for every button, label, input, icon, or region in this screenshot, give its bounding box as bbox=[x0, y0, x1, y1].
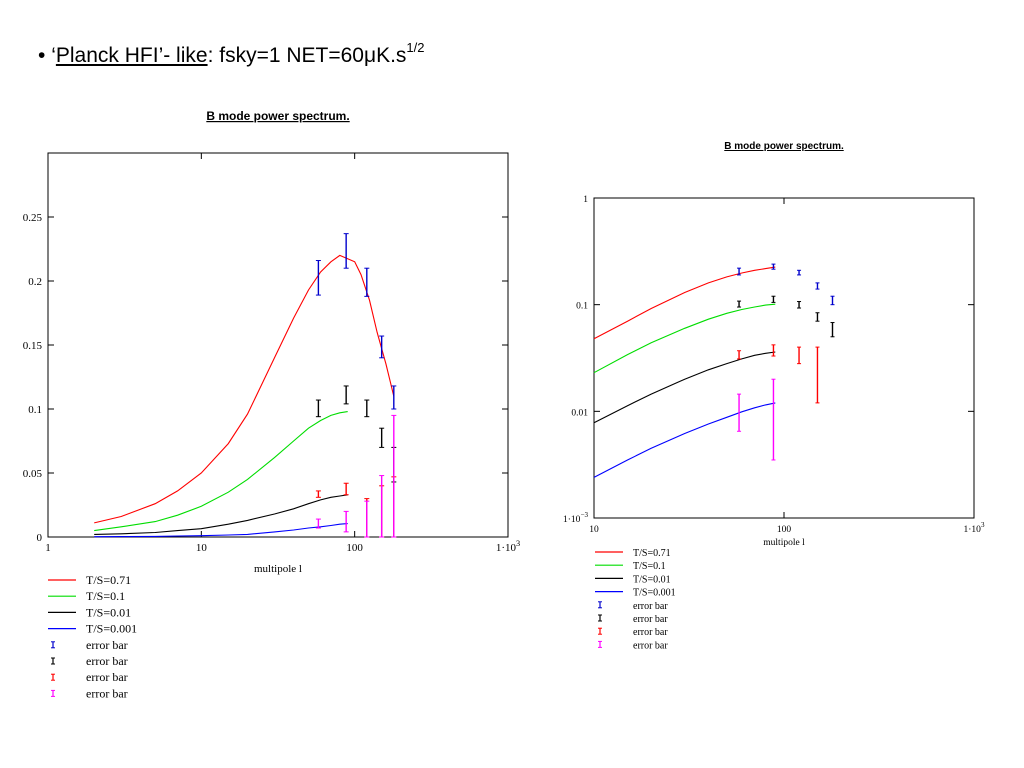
legend-label: error bar bbox=[633, 614, 668, 625]
x-tick-label: 100 bbox=[346, 542, 363, 554]
y-tick-label: 0.2 bbox=[28, 276, 42, 288]
x-tick-label: 100 bbox=[777, 525, 792, 535]
legend-label: error bar bbox=[633, 601, 668, 612]
x-tick-label: 1 bbox=[45, 542, 51, 554]
y-tick-label: 0.1 bbox=[576, 302, 588, 312]
y-tick-label: 0.15 bbox=[23, 340, 43, 352]
series-line bbox=[593, 402, 776, 478]
title-superscript: 1/2 bbox=[406, 40, 425, 55]
chart-linear: B mode power spectrum. 1 10 100 1·103 0 0.05 0.… bbox=[23, 109, 520, 700]
bullet: • bbox=[38, 44, 46, 67]
legend-label: T/S=0.71 bbox=[86, 573, 131, 587]
plot-frame bbox=[593, 197, 975, 519]
legend-label: T/S=0.001 bbox=[633, 588, 676, 599]
legend-label: T/S=0.01 bbox=[633, 574, 671, 585]
x-tick-label-sup: 3 bbox=[516, 539, 520, 548]
x-tick-label-sup: 3 bbox=[981, 521, 985, 529]
y-tick-label: 0.1 bbox=[28, 404, 42, 416]
series-line bbox=[94, 254, 395, 524]
series-line bbox=[593, 351, 776, 424]
legend-label: T/S=0.001 bbox=[86, 622, 137, 636]
legend-label: error bar bbox=[86, 670, 128, 684]
series-line bbox=[593, 266, 776, 340]
y-tick-label: 0 bbox=[37, 532, 43, 544]
title-link[interactable]: Planck HFI’- like bbox=[55, 44, 208, 67]
x-axis-label: multipole l bbox=[763, 538, 805, 548]
x-tick-label: 10 bbox=[589, 525, 599, 535]
x-tick-label: 1·103 bbox=[496, 539, 520, 554]
plot-frame bbox=[47, 152, 509, 538]
legend-label: error bar bbox=[86, 654, 128, 668]
series-line bbox=[593, 303, 776, 374]
y-tick-label: 0.05 bbox=[23, 468, 43, 480]
chart-log: B mode power spectrum. 10 100 1·103 1·10−3 0.… bbox=[563, 141, 985, 651]
y-tick-label: 1 bbox=[583, 195, 588, 205]
y-tick-label: 0.01 bbox=[571, 408, 588, 418]
legend-label: T/S=0.1 bbox=[86, 589, 125, 603]
series-line bbox=[94, 411, 348, 532]
y-tick-label: 0.25 bbox=[23, 212, 43, 224]
legend-label: error bar bbox=[86, 686, 128, 700]
x-axis-label: multipole l bbox=[254, 563, 302, 575]
chart-title: B mode power spectrum. bbox=[206, 109, 349, 123]
y-tick-label: 1·10−3 bbox=[563, 511, 588, 525]
legend-label: error bar bbox=[86, 638, 128, 652]
slide-title: • ‘Planck HFI’- like: fsky=1 NET=60μK.s1… bbox=[38, 40, 425, 68]
legend-label: T/S=0.1 bbox=[633, 561, 666, 572]
x-tick-label: 1·103 bbox=[964, 521, 985, 535]
title-open-quote: ‘ bbox=[51, 44, 56, 67]
x-tick-label: 10 bbox=[196, 542, 208, 554]
title-rest: : fsky=1 NET=60μK.s bbox=[207, 44, 407, 67]
series-line bbox=[94, 523, 348, 538]
legend-label: error bar bbox=[633, 627, 668, 638]
legend-label: T/S=0.01 bbox=[86, 605, 131, 619]
y-tick-label-sup: −3 bbox=[580, 511, 588, 519]
series-line bbox=[94, 494, 348, 535]
legend-label: error bar bbox=[633, 640, 668, 651]
legend-label: T/S=0.71 bbox=[633, 548, 671, 559]
chart-title: B mode power spectrum. bbox=[724, 141, 844, 152]
